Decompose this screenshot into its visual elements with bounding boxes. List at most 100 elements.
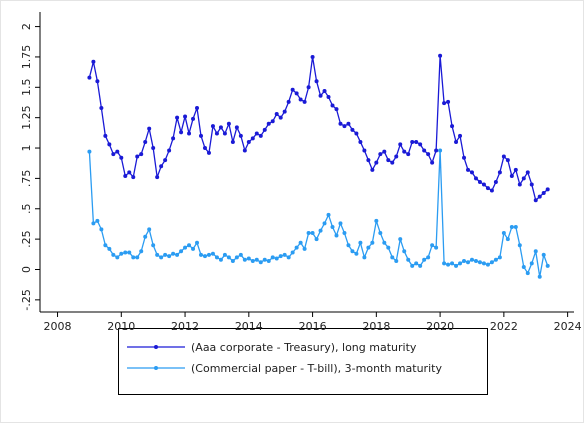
series-marker — [537, 194, 542, 199]
series-marker — [418, 263, 423, 268]
series-marker — [294, 91, 299, 96]
series-marker — [262, 127, 267, 132]
series-marker — [370, 167, 375, 172]
series-marker — [462, 155, 467, 160]
series-marker — [426, 255, 431, 260]
series-marker — [338, 121, 343, 126]
legend-label: (Aaa corporate - Treasury), long maturit… — [191, 341, 417, 354]
x-tick-label: 2018 — [362, 320, 390, 333]
series-marker — [362, 148, 367, 153]
series-marker — [469, 257, 474, 262]
series-marker — [446, 262, 451, 267]
series-marker — [386, 158, 391, 163]
series-marker — [454, 263, 459, 268]
series-marker — [159, 164, 164, 169]
series-marker — [366, 158, 371, 163]
series-marker — [87, 75, 92, 80]
y-tick-label: 1.25 — [20, 105, 33, 130]
series-marker — [230, 258, 235, 263]
series-marker — [202, 146, 207, 151]
series-marker — [314, 237, 319, 242]
series-marker — [262, 257, 267, 262]
series-marker — [266, 121, 271, 126]
series-marker — [418, 142, 423, 147]
series-marker — [414, 139, 419, 144]
series-marker — [438, 148, 443, 153]
series-marker — [342, 231, 347, 236]
series-marker — [513, 224, 518, 229]
series-marker — [493, 180, 498, 185]
series-marker — [489, 260, 494, 265]
series-marker — [242, 257, 247, 262]
series-marker — [131, 255, 136, 260]
series-marker — [450, 124, 455, 129]
series-marker — [322, 221, 327, 226]
series-marker — [465, 167, 470, 172]
series-marker — [390, 255, 395, 260]
series-marker — [477, 180, 482, 185]
series-marker — [155, 175, 160, 180]
series-marker — [191, 116, 196, 121]
series-marker — [123, 250, 128, 255]
series-marker — [238, 252, 243, 257]
series-marker — [214, 255, 219, 260]
series-marker — [394, 258, 399, 263]
series-marker — [458, 133, 463, 138]
series-marker — [230, 139, 235, 144]
y-tick-label: .25 — [20, 230, 33, 248]
series-marker — [222, 252, 227, 257]
series-marker — [222, 131, 227, 136]
series-marker — [119, 251, 124, 256]
series-marker — [298, 240, 303, 245]
series-marker — [171, 251, 176, 256]
series-marker — [107, 246, 112, 251]
series-marker — [334, 233, 339, 238]
series-marker — [525, 271, 530, 276]
series-marker — [250, 136, 255, 141]
x-tick-label: 2008 — [44, 320, 72, 333]
series-marker — [103, 243, 108, 248]
series-marker — [167, 148, 172, 153]
series-marker — [91, 221, 96, 226]
y-tick-label: 1.75 — [20, 45, 33, 70]
series-marker — [517, 243, 522, 248]
series-marker — [509, 173, 514, 178]
series-marker — [218, 257, 223, 262]
series-marker — [290, 87, 295, 92]
series-marker — [286, 99, 291, 104]
series-marker — [115, 149, 120, 154]
series-marker — [198, 252, 203, 257]
series-marker — [270, 119, 275, 124]
series-marker — [151, 243, 156, 248]
series-marker — [286, 255, 291, 260]
series-marker — [135, 154, 140, 159]
series-marker — [402, 149, 407, 154]
series-marker — [187, 131, 192, 136]
series-marker — [322, 88, 327, 93]
y-tick-label: .75 — [20, 170, 33, 188]
series-marker — [238, 133, 243, 138]
series-marker — [521, 176, 526, 181]
series-marker — [258, 260, 263, 265]
y-tick-label: -.25 — [20, 289, 33, 310]
series-marker — [111, 252, 116, 257]
series-marker — [183, 245, 188, 250]
series-marker — [370, 240, 375, 245]
series-marker — [155, 252, 160, 257]
series-marker — [147, 227, 152, 232]
series-marker — [214, 131, 219, 136]
series-marker — [143, 234, 148, 239]
series-marker — [294, 245, 299, 250]
x-tick-label: 2024 — [554, 320, 582, 333]
series-marker — [159, 255, 164, 260]
series-marker — [171, 136, 176, 141]
series-marker — [298, 97, 303, 102]
series-marker — [127, 250, 132, 255]
x-tick-label: 2014 — [235, 320, 263, 333]
series-marker — [521, 265, 526, 270]
series-marker — [99, 227, 104, 232]
series-marker — [450, 261, 455, 266]
